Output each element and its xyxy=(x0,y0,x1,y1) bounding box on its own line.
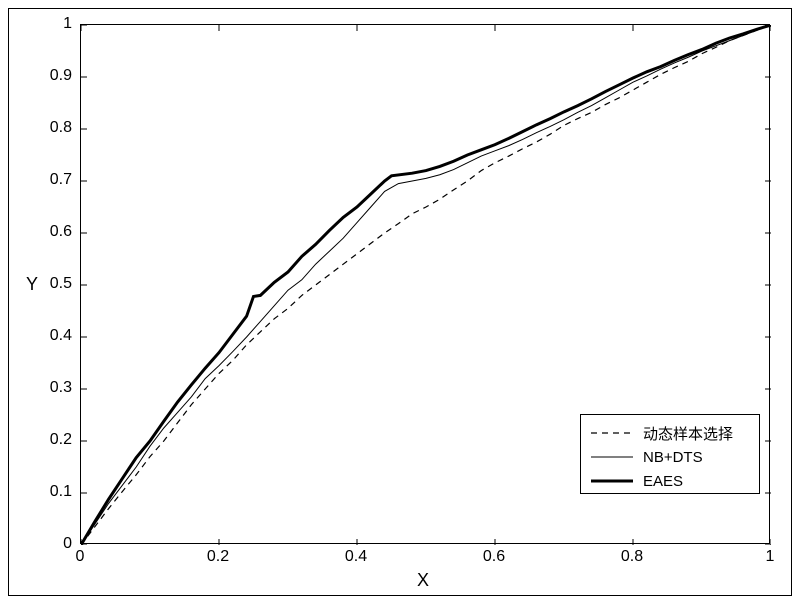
x-tick-label: 0.2 xyxy=(207,548,229,566)
x-tick-label: 1 xyxy=(766,548,775,566)
legend-label-eaes: EAES xyxy=(643,473,683,490)
y-tick-label: 1 xyxy=(63,15,72,33)
y-tick-label: 0.9 xyxy=(50,67,72,85)
legend-swatch-nbdts xyxy=(589,447,635,467)
y-axis-label: Y xyxy=(26,274,38,295)
y-tick-label: 0.8 xyxy=(50,119,72,137)
y-tick-label: 0.6 xyxy=(50,223,72,241)
legend-swatch-dynamic xyxy=(589,423,635,443)
x-tick-label: 0 xyxy=(76,548,85,566)
y-tick-label: 0.4 xyxy=(50,327,72,345)
legend-row-eaes: EAES xyxy=(589,469,751,493)
y-tick-label: 0.5 xyxy=(50,275,72,293)
x-tick-label: 0.8 xyxy=(621,548,643,566)
y-tick-label: 0.7 xyxy=(50,171,72,189)
legend-label-nbdts: NB+DTS xyxy=(643,449,703,466)
legend-row-nbdts: NB+DTS xyxy=(589,445,751,469)
legend-label-dynamic: 动态样本选择 xyxy=(643,423,733,444)
y-tick-label: 0.3 xyxy=(50,379,72,397)
legend: 动态样本选择 NB+DTS EAES xyxy=(580,414,760,494)
x-tick-label: 0.6 xyxy=(483,548,505,566)
y-tick-label: 0.2 xyxy=(50,431,72,449)
legend-swatch-eaes xyxy=(589,471,635,491)
chart-container: 0 0.2 0.4 0.6 0.8 1 0 0.1 0.2 0.3 0.4 0.5 0.6 0.7 0.8… xyxy=(0,0,800,604)
y-tick-label: 0 xyxy=(63,535,72,553)
x-tick-label: 0.4 xyxy=(345,548,367,566)
legend-row-dynamic: 动态样本选择 xyxy=(589,421,751,445)
y-tick-label: 0.1 xyxy=(50,483,72,501)
x-axis-label: X xyxy=(417,570,429,591)
